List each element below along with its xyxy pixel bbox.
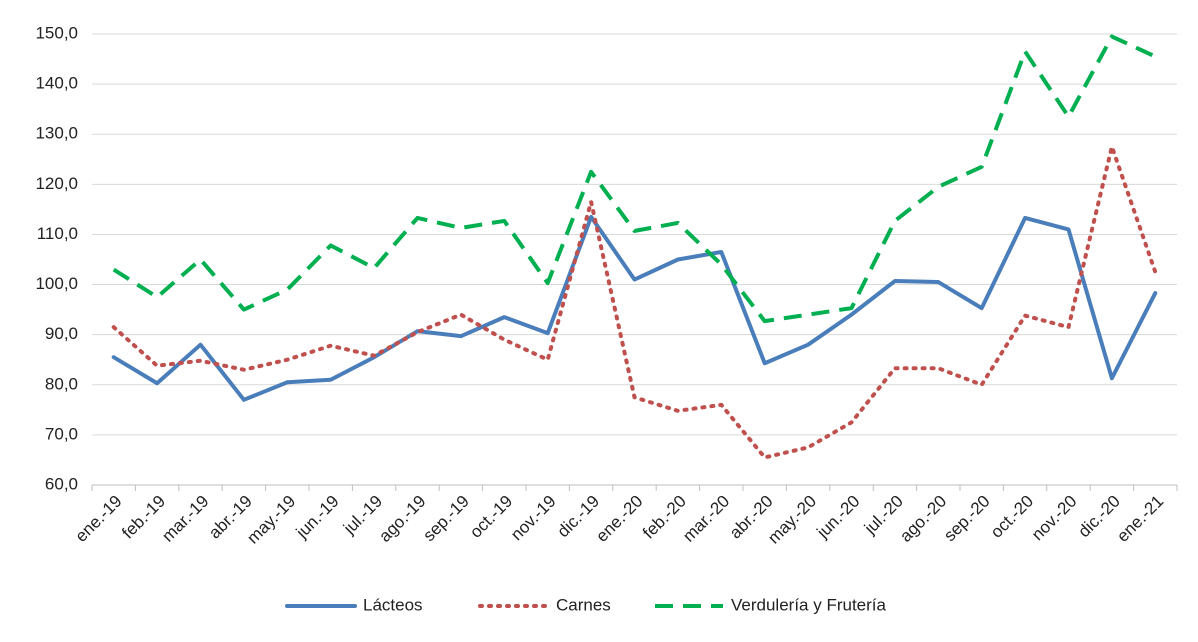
x-tick-label: ene.-21	[1113, 492, 1167, 546]
x-tick-label: jun.-20	[813, 492, 864, 543]
x-tick-label: sep.-19	[419, 492, 473, 546]
x-tick-label: ago.-20	[896, 492, 950, 546]
line-series	[111, 144, 1158, 460]
x-tick-label: nov.-19	[507, 492, 560, 545]
y-tick-label: 130,0	[35, 124, 78, 143]
y-tick-label: 70,0	[45, 424, 78, 443]
y-tick-label: 150,0	[35, 23, 78, 42]
legend-label: Carnes	[556, 595, 611, 614]
x-tick-label: may.-19	[243, 492, 299, 548]
y-tick-label: 60,0	[45, 474, 78, 493]
y-tick-label: 100,0	[35, 274, 78, 293]
line-series	[112, 34, 1157, 324]
y-tick-label: 110,0	[37, 224, 78, 243]
y-tick-label: 90,0	[45, 324, 78, 343]
legend-label: Lácteos	[363, 595, 423, 614]
x-tick-label: sep.-20	[940, 492, 994, 546]
x-tick-label: nov.-20	[1028, 492, 1081, 545]
x-tick-label: oct.-19	[466, 492, 516, 542]
x-tick-label: ago.-19	[375, 492, 429, 546]
x-tick-label: jun.-19	[292, 492, 343, 543]
x-tick-label: mar.-20	[679, 492, 733, 546]
x-tick-label: ene.-20	[592, 492, 646, 546]
y-tick-label: 80,0	[45, 374, 78, 393]
legend-label: Verdulería y Frutería	[731, 595, 887, 614]
x-tick-label: ene.-19	[71, 492, 125, 546]
x-tick-label: oct.-20	[987, 492, 1037, 542]
y-tick-label: 140,0	[35, 74, 78, 93]
y-tick-label: 120,0	[35, 174, 78, 193]
line-series	[111, 214, 1158, 402]
x-tick-label: mar.-19	[158, 492, 212, 546]
x-tick-label: may.-20	[764, 492, 820, 548]
